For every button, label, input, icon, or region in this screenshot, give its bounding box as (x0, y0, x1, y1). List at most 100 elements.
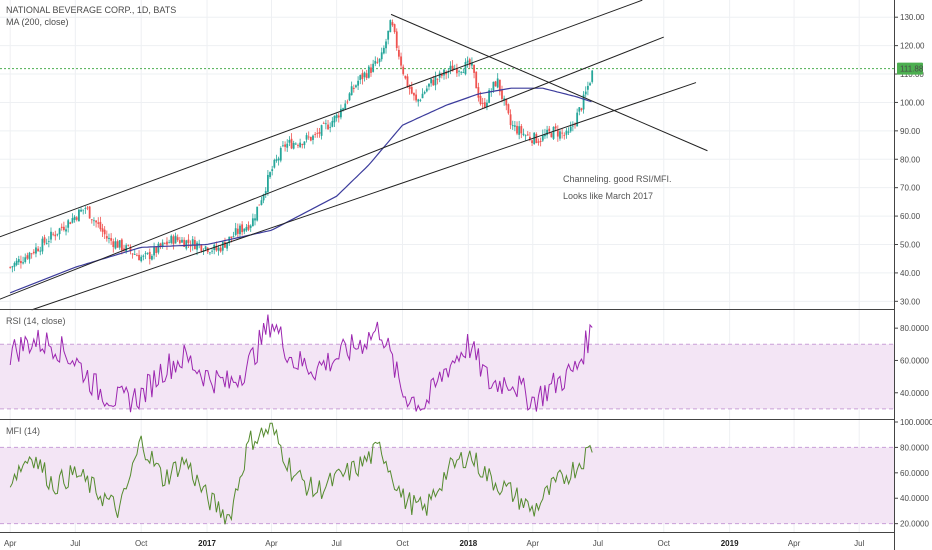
candle (324, 119, 327, 130)
candle (520, 123, 523, 139)
candle-body (552, 126, 555, 139)
candle (97, 217, 100, 228)
candle (346, 99, 349, 105)
candle-body (125, 245, 128, 252)
candle-body (176, 237, 179, 241)
candle (449, 61, 452, 75)
candle-body (580, 108, 583, 111)
candle (172, 234, 175, 250)
rsi-pane[interactable]: 80.0000 60.0000 40.0000 RSI (14, close) (0, 314, 929, 413)
candle (245, 223, 248, 232)
candle (391, 19, 394, 27)
mfi-pane[interactable]: 100.0000 80.0000 60.0000 40.0000 20.0000 MFI… (0, 418, 932, 529)
candle-body (462, 72, 465, 74)
candle (561, 128, 564, 139)
candle-body (116, 241, 119, 248)
candle-body (123, 248, 125, 250)
candle (496, 73, 499, 89)
candle (455, 63, 458, 77)
candle-body (382, 47, 385, 54)
candle (168, 239, 171, 244)
candle (37, 246, 40, 252)
candle (45, 238, 48, 245)
candle (114, 237, 117, 250)
candle (505, 98, 508, 111)
candle-body (584, 91, 587, 95)
candle (127, 244, 130, 247)
candle (580, 107, 583, 112)
candle (112, 238, 115, 253)
candle-body (58, 228, 61, 235)
candle (219, 245, 222, 253)
candle-body (13, 263, 16, 267)
candle-body (198, 243, 201, 245)
candle-body (170, 235, 173, 243)
candle-body (404, 75, 407, 79)
candle (101, 223, 104, 237)
candle-body (531, 140, 533, 144)
candle-body (88, 206, 91, 219)
candle-body (589, 83, 591, 86)
candle-body (191, 239, 194, 246)
candle-body (65, 229, 67, 232)
candle (513, 120, 516, 132)
candle-body (400, 56, 402, 66)
candle (340, 104, 342, 120)
candle-body (322, 123, 325, 124)
ma-legend: MA (200, close) (6, 17, 69, 27)
candle (17, 255, 20, 266)
candle-body (45, 242, 48, 244)
candle (84, 206, 87, 214)
candle-body (239, 225, 241, 235)
candle-body (406, 76, 409, 87)
candle-body (576, 112, 579, 127)
candle-body (168, 242, 171, 244)
x-tick-label: 2017 (198, 539, 216, 548)
candle (151, 254, 153, 261)
candle-body (537, 141, 540, 143)
candle (466, 56, 469, 68)
candle (348, 92, 351, 102)
candle (211, 248, 213, 254)
y-tick-label: 20.0000 (900, 520, 929, 529)
price-pane[interactable]: 130.00120.00110.00100.0090.0080.0070.006… (0, 0, 925, 311)
candle (282, 141, 284, 148)
candle-body (513, 125, 516, 127)
candle (488, 88, 491, 104)
candle-body (153, 247, 155, 256)
candle-body (9, 266, 12, 268)
candle-body (267, 174, 269, 192)
candle (473, 64, 475, 79)
candle-body (565, 130, 568, 135)
candle (537, 138, 540, 146)
candle (191, 235, 194, 251)
candle-body (498, 79, 501, 92)
candle (41, 236, 44, 255)
candle-body (256, 206, 259, 221)
candle-body (297, 145, 299, 146)
candle-body (529, 136, 531, 140)
candle (569, 121, 572, 133)
candle (110, 233, 113, 245)
candle (327, 120, 329, 130)
x-tick-label: 2019 (721, 539, 739, 548)
candle (232, 231, 235, 238)
candle (357, 76, 360, 90)
candle-body (309, 136, 312, 141)
candle (320, 124, 323, 140)
candle-body (62, 226, 65, 230)
candle (26, 252, 29, 260)
candle (584, 86, 587, 98)
candle-body (185, 240, 188, 249)
candle-body (477, 87, 480, 98)
candle (93, 217, 95, 226)
candle-body (243, 228, 246, 232)
candle (256, 206, 259, 222)
candle-body (329, 126, 332, 128)
candle-body (217, 247, 220, 251)
candle (331, 117, 334, 128)
candle (43, 234, 46, 246)
trendline (31, 82, 697, 311)
candle-body (451, 65, 454, 72)
